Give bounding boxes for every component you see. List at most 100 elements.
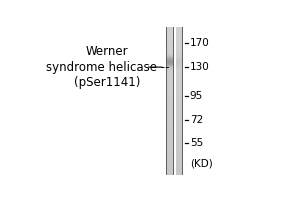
Bar xyxy=(167,89,173,90)
Bar xyxy=(176,87,182,88)
Bar xyxy=(176,127,182,128)
Bar xyxy=(167,112,173,113)
Bar xyxy=(167,146,173,147)
Bar xyxy=(167,83,173,84)
Bar xyxy=(167,100,173,101)
Bar xyxy=(176,86,182,87)
Bar xyxy=(176,80,182,81)
Bar xyxy=(167,139,173,140)
Bar xyxy=(176,155,182,156)
Bar xyxy=(167,47,173,48)
Bar xyxy=(167,109,173,110)
Bar xyxy=(167,94,173,95)
Bar xyxy=(176,117,182,118)
Bar xyxy=(167,30,173,31)
Bar xyxy=(176,75,182,76)
Bar xyxy=(176,40,182,41)
Bar xyxy=(167,103,173,104)
Bar xyxy=(176,50,182,51)
Bar xyxy=(176,32,182,33)
Bar xyxy=(176,66,182,67)
Bar xyxy=(176,128,182,129)
Bar xyxy=(176,115,182,116)
Bar xyxy=(167,58,173,59)
Bar xyxy=(176,150,182,151)
Bar xyxy=(167,104,173,105)
Bar xyxy=(167,167,173,168)
Text: (pSer1141): (pSer1141) xyxy=(74,76,140,89)
Bar xyxy=(176,74,182,75)
Bar xyxy=(167,163,173,164)
Bar xyxy=(176,160,182,161)
Bar xyxy=(176,141,182,142)
Bar xyxy=(167,141,173,142)
Bar xyxy=(167,34,173,35)
Bar xyxy=(176,99,182,100)
Bar xyxy=(176,35,182,36)
Bar xyxy=(167,45,173,46)
Bar xyxy=(176,54,182,55)
Bar xyxy=(167,32,173,33)
Bar xyxy=(176,48,182,49)
Bar xyxy=(176,131,182,132)
Bar xyxy=(167,149,173,150)
Bar xyxy=(176,83,182,84)
Bar xyxy=(176,165,182,166)
Bar xyxy=(176,92,182,93)
Bar xyxy=(176,148,182,149)
Bar xyxy=(176,65,182,66)
Bar xyxy=(167,36,173,37)
Bar xyxy=(176,27,182,28)
Bar xyxy=(176,31,182,32)
Bar xyxy=(167,97,173,98)
Bar xyxy=(176,153,182,154)
Bar xyxy=(167,65,173,66)
Bar xyxy=(176,144,182,145)
Bar xyxy=(176,149,182,150)
Bar xyxy=(176,143,182,144)
Bar xyxy=(176,116,182,117)
Bar xyxy=(176,67,182,68)
Bar xyxy=(176,59,182,60)
Bar xyxy=(167,46,173,47)
Bar xyxy=(176,37,182,38)
Bar xyxy=(176,142,182,143)
Bar xyxy=(167,99,173,100)
Bar xyxy=(167,114,173,115)
Bar xyxy=(176,79,182,80)
Bar xyxy=(176,139,182,140)
Bar xyxy=(167,151,173,152)
Bar xyxy=(167,164,173,165)
Bar xyxy=(167,102,173,103)
Bar xyxy=(167,49,173,50)
Bar xyxy=(176,90,182,91)
Bar xyxy=(176,129,182,130)
Bar xyxy=(167,158,173,159)
Bar xyxy=(176,113,182,114)
Bar xyxy=(176,63,182,64)
Bar xyxy=(167,131,173,132)
Bar xyxy=(167,106,173,107)
Bar xyxy=(167,155,173,156)
Bar xyxy=(167,153,173,154)
Bar xyxy=(167,156,173,157)
Bar xyxy=(167,148,173,149)
Bar xyxy=(167,48,173,49)
Bar xyxy=(167,157,173,158)
Bar xyxy=(167,50,173,51)
Bar xyxy=(167,64,173,65)
Bar xyxy=(167,105,173,106)
Bar xyxy=(176,85,182,86)
Text: syndrome helicase --: syndrome helicase -- xyxy=(46,61,169,74)
Bar xyxy=(167,84,173,85)
Text: 170: 170 xyxy=(190,38,209,48)
Bar xyxy=(176,38,182,39)
Bar xyxy=(167,31,173,32)
Bar xyxy=(176,164,182,165)
Bar xyxy=(167,140,173,141)
Bar xyxy=(176,70,182,71)
Bar xyxy=(176,57,182,58)
Bar xyxy=(176,52,182,53)
Bar xyxy=(167,111,173,112)
Text: Werner: Werner xyxy=(86,45,129,58)
